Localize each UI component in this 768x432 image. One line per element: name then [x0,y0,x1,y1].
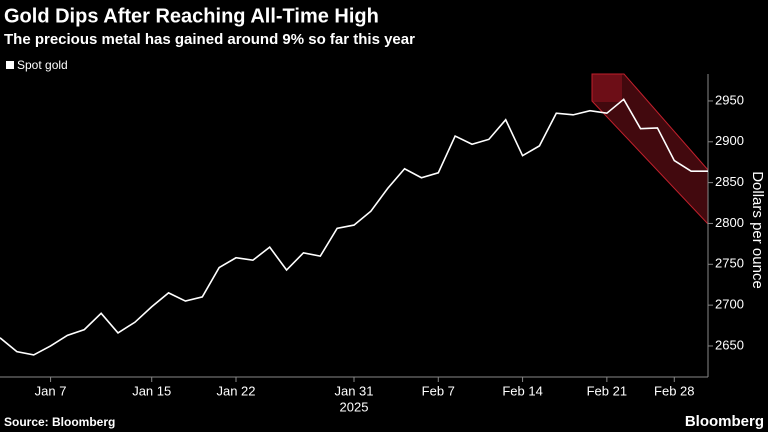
x-tick-label: Jan 22 [216,383,255,398]
x-tick-label: Jan 15 [132,383,171,398]
chart-title: Gold Dips After Reaching All-Time High [4,5,379,27]
chart-subtitle: The precious metal has gained around 9% … [4,31,415,48]
x-tick-label: Feb 21 [587,383,627,398]
legend-swatch [6,61,14,69]
channel-top [592,74,622,102]
x-tick-label: Feb 7 [422,383,455,398]
y-tick-label: 2900 [715,133,744,148]
y-axis-label: Dollars per ounce [749,171,766,289]
y-tick-label: 2850 [715,174,744,189]
y-tick-label: 2750 [715,256,744,271]
x-tick-label: Feb 28 [654,383,694,398]
y-tick-label: 2800 [715,215,744,230]
x-tick-label: Jan 31 [334,383,373,398]
x-tick-label: Feb 14 [502,383,542,398]
y-tick-label: 2700 [715,297,744,312]
y-tick-label: 2950 [715,92,744,107]
y-tick-label: 2650 [715,337,744,352]
year-label: 2025 [340,399,369,414]
source: Source: Bloomberg [4,415,115,429]
logo: Bloomberg [685,413,764,430]
legend-label: Spot gold [17,58,68,72]
x-tick-label: Jan 7 [35,383,67,398]
line-series [0,98,708,356]
